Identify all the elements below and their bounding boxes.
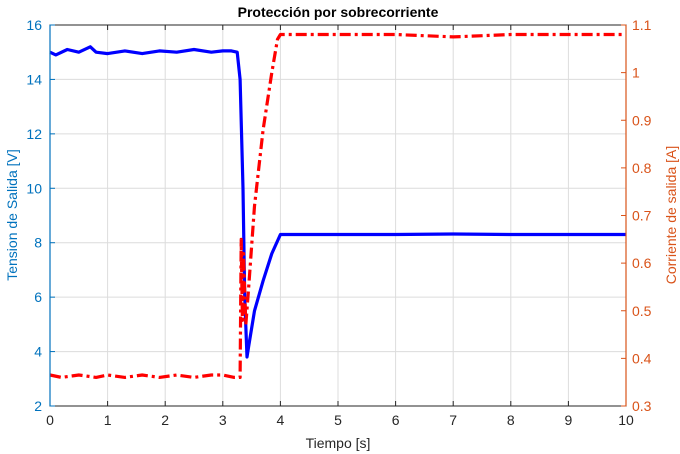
y-left-tick-label: 12: [26, 126, 42, 142]
y-left-tick-label: 14: [26, 71, 42, 87]
y-left-tick-label: 10: [26, 180, 42, 196]
y-right-tick-label: 0.9: [632, 112, 652, 128]
x-tick-label: 8: [507, 412, 515, 428]
x-tick-label: 2: [161, 412, 169, 428]
y-left-tick-label: 8: [34, 235, 42, 251]
y-right-tick-label: 0.4: [632, 350, 652, 366]
x-tick-label: 3: [219, 412, 227, 428]
x-tick-label: 5: [334, 412, 342, 428]
x-axis-label: Tiempo [s]: [306, 435, 371, 451]
current-series-line: [49, 32, 626, 379]
y-left-tick-label: 4: [34, 344, 42, 360]
chart-title: Protección por sobrecorriente: [238, 4, 439, 20]
y-right-tick-label: 0.5: [632, 303, 652, 319]
y-left-tick-label: 16: [26, 17, 42, 33]
x-tick-label: 9: [565, 412, 573, 428]
series-layer: [49, 32, 626, 379]
y-right-tick-label: 1: [632, 65, 640, 81]
voltage-series-line: [49, 45, 626, 359]
y-right-tick-label: 0.3: [632, 398, 652, 414]
axes: 0 1 2 3 4 5 6 7 8 9 102468101214160.30.40.50.60.70…: [26, 17, 651, 428]
x-tick-label: 7: [449, 412, 457, 428]
y-right-tick-label: 0.7: [632, 208, 652, 224]
x-tick-label: 6: [392, 412, 400, 428]
x-tick-label: 0: [46, 412, 54, 428]
y-right-tick-label: 1.1: [632, 17, 652, 33]
y-axis-right-label: Corriente de salida [A]: [663, 146, 679, 285]
x-tick-label: 1: [104, 412, 112, 428]
x-tick-label: 4: [277, 412, 285, 428]
y-right-tick-label: 0.8: [632, 160, 652, 176]
x-tick-label: 10: [618, 412, 634, 428]
y-left-tick-label: 2: [34, 398, 42, 414]
y-left-tick-label: 6: [34, 289, 42, 305]
y-right-tick-label: 0.6: [632, 255, 652, 271]
y-axis-left-label: Tension de Salida [V]: [4, 149, 20, 281]
